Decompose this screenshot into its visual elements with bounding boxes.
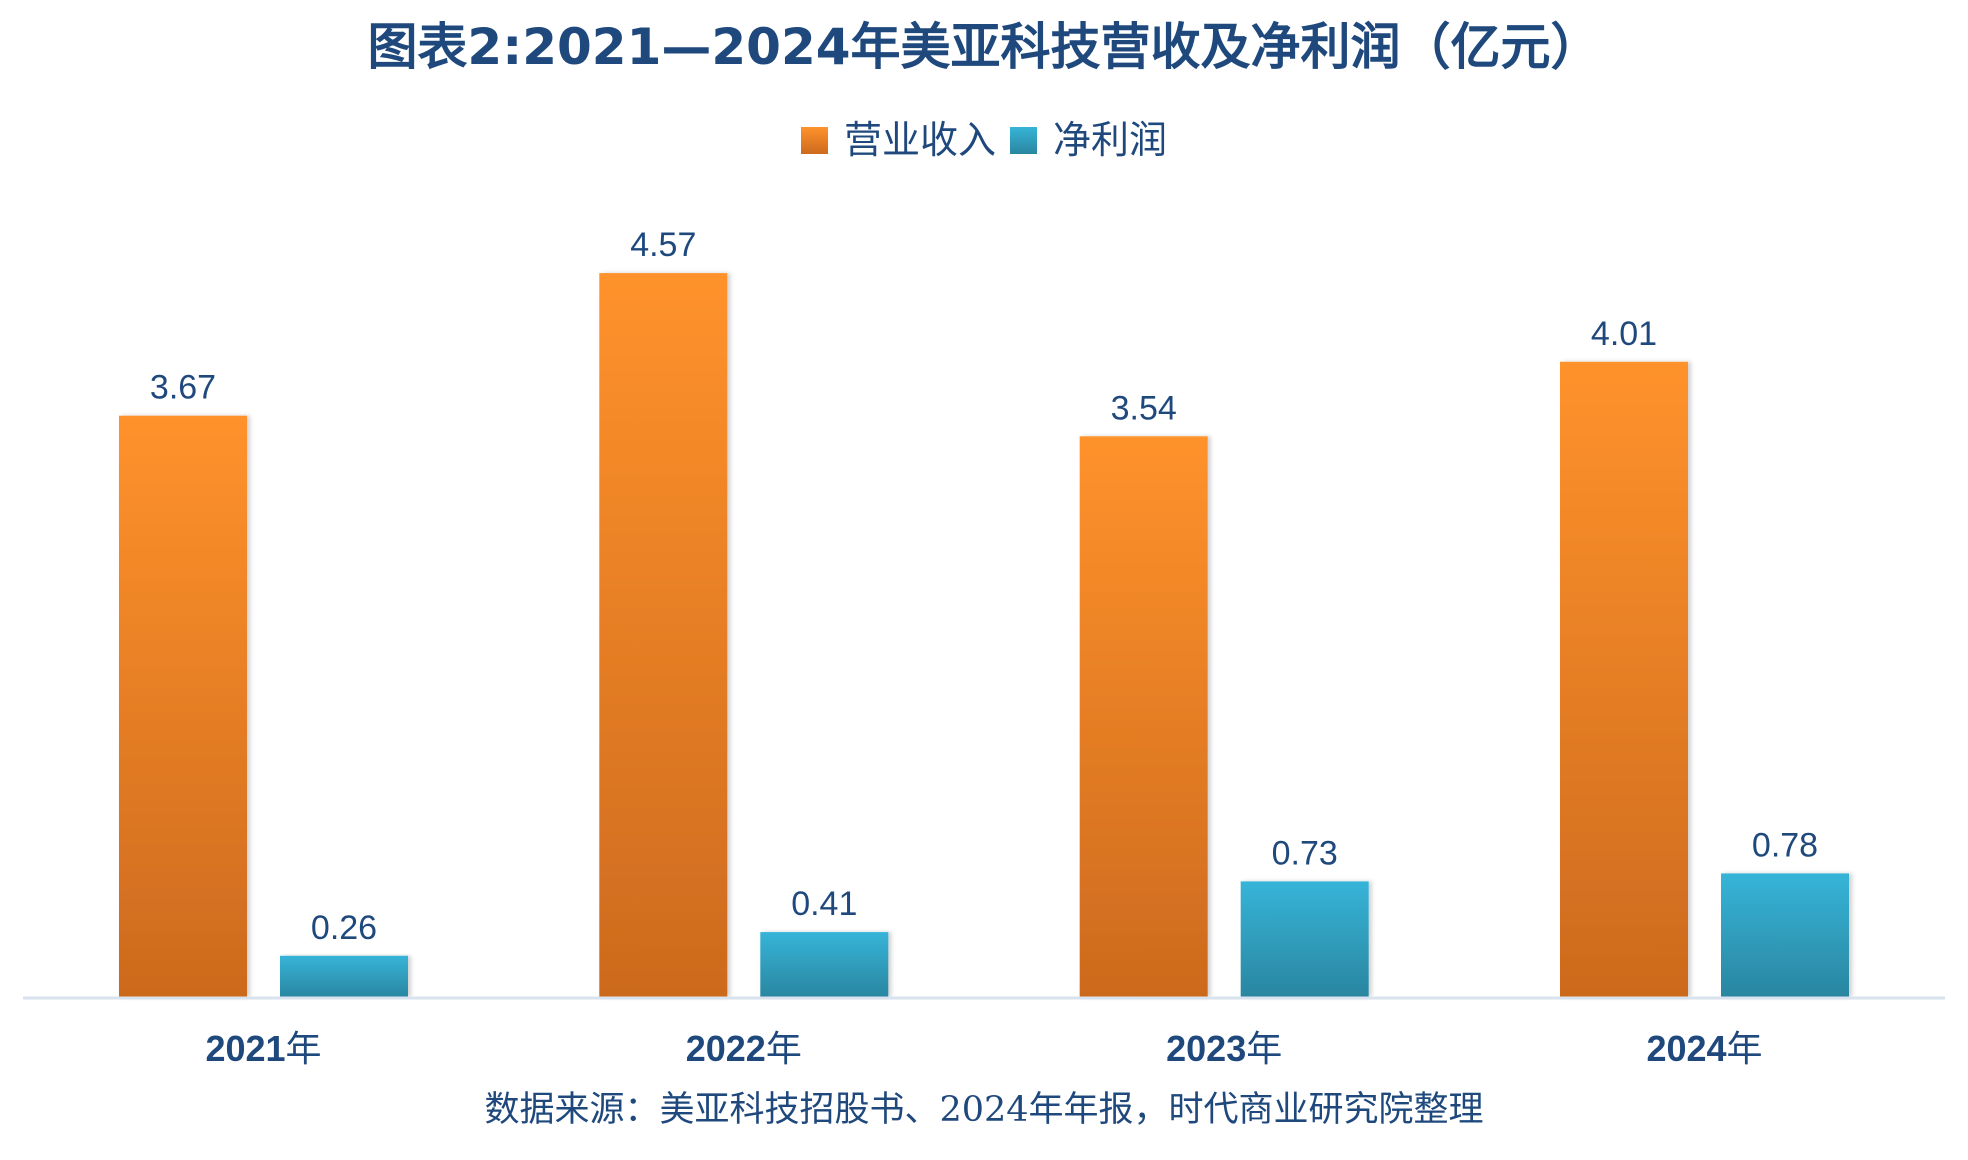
legend-item-net-profit: 净利润 (1010, 116, 1167, 164)
x-tick-year-suffix: 年 (1246, 1028, 1282, 1069)
x-tick-year-number: 2024 (1646, 1028, 1726, 1069)
data-label-revenue-2023: 3.54 (1111, 389, 1177, 427)
legend-label-net-profit: 净利润 (1053, 118, 1168, 162)
bar-revenue-2021 (119, 415, 247, 997)
legend-swatch-revenue (800, 126, 828, 154)
data-label-revenue-2024: 4.01 (1591, 315, 1657, 353)
bar-revenue-2024 (1560, 361, 1688, 997)
bar-net-profit-2021 (280, 955, 408, 997)
data-label-net-profit-2022: 0.41 (791, 885, 857, 923)
source-note: 数据来源：美亚科技招股书、2024年年报，时代商业研究院整理 (484, 1090, 1484, 1130)
x-axis-tick-labels: 2021年 2022年 2023年 2024年 (205, 1028, 1762, 1069)
legend-item-revenue: 营业收入 (800, 116, 996, 164)
bar-revenue-2023 (1079, 436, 1208, 997)
data-label-net-profit-2024: 0.78 (1752, 826, 1818, 864)
x-tick-year-number: 2021 (205, 1028, 285, 1069)
bar-net-profit-2022 (760, 932, 889, 997)
x-tick-year-suffix: 年 (766, 1028, 802, 1069)
legend-swatch-net-profit (1010, 126, 1037, 154)
bar-net-profit-2024 (1721, 873, 1849, 997)
bars-layer (119, 273, 1849, 998)
bar-net-profit-2023 (1240, 881, 1369, 997)
x-tick-label-2021: 2021年 (205, 1028, 321, 1069)
x-tick-year-number: 2022 (686, 1028, 766, 1069)
x-tick-year-suffix: 年 (1727, 1028, 1763, 1069)
bar-revenue-2022 (599, 273, 728, 998)
x-tick-label-2023: 2023年 (1166, 1028, 1282, 1069)
legend-label-revenue: 营业收入 (843, 118, 996, 162)
data-label-revenue-2022: 4.57 (630, 226, 696, 264)
x-tick-label-2024: 2024年 (1646, 1028, 1762, 1069)
x-tick-year-suffix: 年 (286, 1028, 322, 1069)
legend: 营业收入 净利润 (0, 116, 1968, 164)
chart-title: 图表2:2021—2024年美亚科技营收及净利润（亿元） (367, 18, 1601, 76)
value-labels-layer: 3.67 0.26 4.57 0.41 3.54 0.73 4.01 0.78 (150, 226, 1818, 947)
data-label-net-profit-2021: 0.26 (311, 909, 377, 947)
data-label-net-profit-2023: 0.73 (1272, 834, 1338, 872)
data-label-revenue-2021: 3.67 (150, 369, 216, 407)
x-tick-year-number: 2023 (1166, 1028, 1246, 1069)
x-tick-label-2022: 2022年 (686, 1028, 802, 1069)
